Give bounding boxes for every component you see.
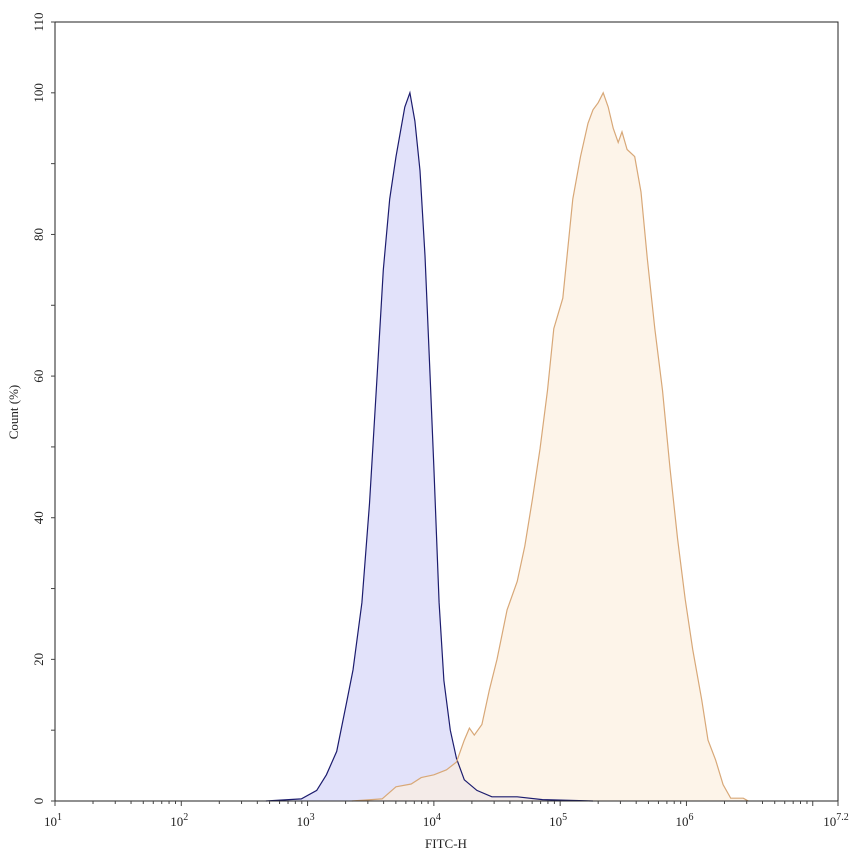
y-tick-label: 100	[31, 83, 46, 103]
plot-frame	[54, 21, 839, 802]
x-tick-label: 104	[423, 812, 441, 829]
x-tick-label: 103	[297, 812, 315, 829]
x-tick-label: 107.2	[823, 812, 849, 829]
x-tick-label: 102	[170, 812, 188, 829]
x-tick-label: 106	[675, 812, 693, 829]
y-axis-label: Count (%)	[6, 385, 21, 440]
y-tick-label: 60	[31, 370, 46, 383]
x-tick-label: 105	[549, 812, 567, 829]
series-2-line	[351, 91, 749, 802]
series-1-line	[265, 90, 594, 802]
y-tick-label: 40	[31, 511, 46, 524]
x-tick-label: 101	[44, 812, 62, 829]
series-2-fill	[351, 92, 749, 802]
series-1-fill	[265, 92, 593, 802]
x-axis-label: FITC-H	[425, 836, 467, 851]
y-tick-label: 110	[31, 12, 46, 31]
y-tick-label: 20	[31, 653, 46, 666]
y-tick-label: 80	[31, 228, 46, 241]
y-tick-label: 0	[31, 798, 46, 805]
